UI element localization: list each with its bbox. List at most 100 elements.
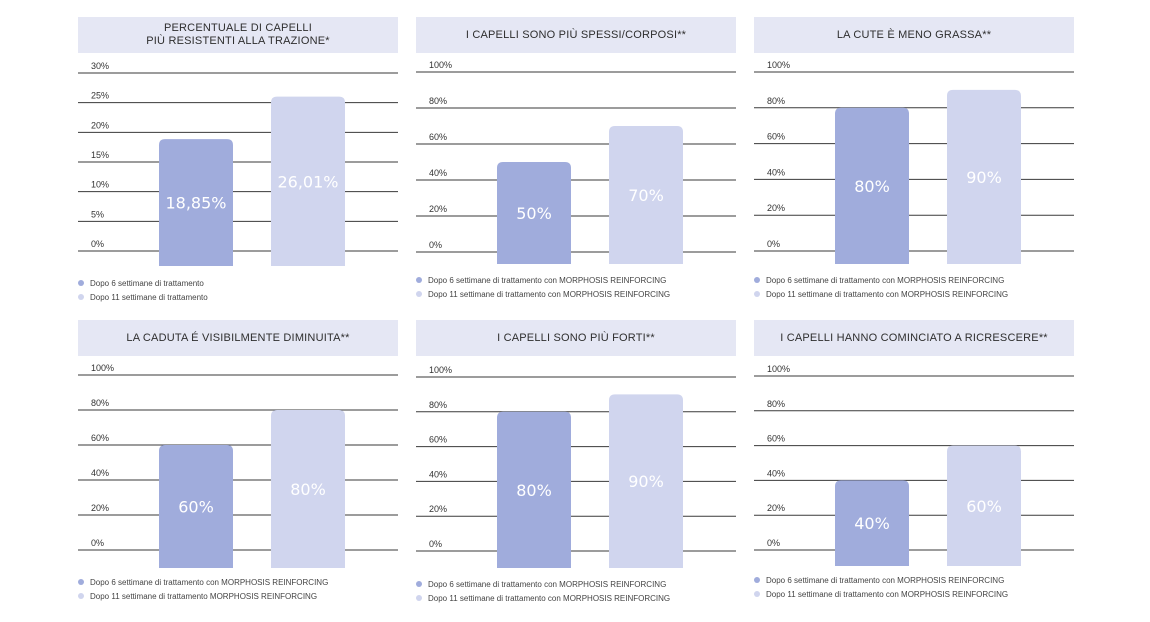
bar-chart: 0% 5% 10% 15% 20% 25% 30% 18,85% 26,01% [78,61,398,266]
y-tick-label: 100% [429,60,452,70]
legend-label: Dopo 11 settimane di trattamento con MOR… [428,593,671,603]
legend-label: Dopo 11 settimane di trattamento [90,292,208,302]
chart-header: I CAPELLI SONO PIÙ SPESSI/CORPOSI** [416,17,736,53]
legend-swatch [754,291,760,297]
y-tick-label: 40% [429,168,447,178]
bar [947,89,1021,265]
y-tick-label: 40% [91,468,109,478]
y-tick-label: 0% [429,240,442,250]
y-tick-label: 0% [767,239,780,249]
legend-label: Dopo 11 settimane di trattamento MORPHOS… [90,591,318,601]
y-tick-label: 20% [429,204,447,214]
bar-chart: 0% 20% 40% 60% 80% 100% 60% 80% [78,363,398,568]
y-tick-label: 20% [91,503,109,513]
chart-legend: Dopo 6 settimane di trattamento Dopo 11 … [78,276,208,304]
legend-label: Dopo 11 settimane di trattamento con MOR… [428,289,671,299]
y-tick-label: 60% [767,132,785,142]
legend-label: Dopo 11 settimane di trattamento con MOR… [766,289,1009,299]
legend-entry: Dopo 11 settimane di trattamento con MOR… [416,591,670,605]
legend-label: Dopo 6 settimane di trattamento con MORP… [766,275,1005,285]
data-label: 50% [516,204,552,223]
chart-panel: I CAPELLI HANNO COMINCIATO A RICRESCERE*… [754,320,1074,620]
legend-swatch [78,579,84,585]
chart-legend: Dopo 6 settimane di trattamento con MORP… [754,573,1008,601]
y-tick-label: 0% [91,239,104,249]
bar-chart: 0% 20% 40% 60% 80% 100% 40% 60% [754,364,1074,566]
bar [271,96,345,266]
y-tick-label: 100% [91,363,114,373]
legend-label: Dopo 6 settimane di trattamento con MORP… [428,579,667,589]
legend-label: Dopo 6 settimane di trattamento [90,278,204,288]
legend-label: Dopo 6 settimane di trattamento con MORP… [766,575,1005,585]
chart-panel: LA CUTE È MENO GRASSA** 0% 20% 40% 60% 80% 10… [754,17,1074,317]
data-label: 40% [854,514,890,533]
y-tick-label: 0% [91,538,104,548]
y-tick-label: 60% [429,435,447,445]
legend-entry: Dopo 11 settimane di trattamento MORPHOS… [78,589,328,603]
chart-legend: Dopo 6 settimane di trattamento con MORP… [416,273,670,301]
data-label: 80% [854,177,890,196]
y-tick-label: 80% [767,399,785,409]
chart-header: LA CUTE È MENO GRASSA** [754,17,1074,53]
legend-entry: Dopo 6 settimane di trattamento con MORP… [754,573,1008,587]
bar [609,394,683,568]
bar [609,126,683,264]
legend-entry: Dopo 6 settimane di trattamento con MORP… [754,273,1008,287]
y-tick-label: 25% [91,91,109,101]
bar [835,480,909,566]
chart-title: PERCENTUALE DI CAPELLI PIÙ RESISTENTI AL… [146,22,330,47]
chart-header: LA CADUTA É VISIBILMENTE DIMINUITA** [78,320,398,356]
chart-legend: Dopo 6 settimane di trattamento con MORP… [754,273,1008,301]
y-tick-label: 5% [91,209,104,219]
y-tick-label: 40% [767,167,785,177]
legend-entry: Dopo 11 settimane di trattamento [78,290,208,304]
y-tick-label: 100% [429,365,452,375]
chart-title: I CAPELLI HANNO COMINCIATO A RICRESCERE*… [780,331,1048,344]
y-tick-label: 60% [91,433,109,443]
y-tick-label: 80% [91,398,109,408]
data-label: 80% [290,480,326,499]
data-label: 26,01% [277,172,338,191]
legend-swatch [754,577,760,583]
chart-title: I CAPELLI SONO PIÙ SPESSI/CORPOSI** [465,28,687,41]
legend-swatch [78,593,84,599]
y-tick-label: 80% [429,400,447,410]
y-tick-label: 40% [767,468,785,478]
legend-swatch [416,595,422,601]
chart-header: I CAPELLI SONO PIÙ FORTI** [416,320,736,356]
chart-panel: PERCENTUALE DI CAPELLI PIÙ RESISTENTI AL… [78,17,398,317]
y-tick-label: 0% [767,538,780,548]
chart-title: LA CUTE È MENO GRASSA** [836,28,992,41]
y-tick-label: 20% [91,120,109,130]
legend-entry: Dopo 6 settimane di trattamento con MORP… [78,575,328,589]
legend-label: Dopo 6 settimane di trattamento con MORP… [90,577,329,587]
legend-entry: Dopo 11 settimane di trattamento con MOR… [754,287,1008,301]
y-tick-label: 10% [91,180,109,190]
chart-panel: I CAPELLI SONO PIÙ FORTI** 0% 20% 40% 60% 80… [416,320,736,620]
legend-entry: Dopo 11 settimane di trattamento con MOR… [416,287,670,301]
legend-swatch [416,581,422,587]
y-tick-label: 80% [429,96,447,106]
y-tick-label: 15% [91,150,109,160]
y-tick-label: 0% [429,539,442,549]
bar [947,445,1021,566]
bar-chart: 0% 20% 40% 60% 80% 100% 80% 90% [416,365,736,568]
legend-entry: Dopo 11 settimane di trattamento con MOR… [754,587,1008,601]
data-label: 70% [628,186,664,205]
data-label: 18,85% [165,194,226,213]
chart-legend: Dopo 6 settimane di trattamento con MORP… [78,575,328,603]
legend-swatch [754,277,760,283]
y-tick-label: 20% [767,503,785,513]
chart-panel: I CAPELLI SONO PIÙ SPESSI/CORPOSI** 0% 20… [416,17,736,317]
y-tick-label: 100% [767,364,790,374]
legend-entry: Dopo 6 settimane di trattamento [78,276,208,290]
bar-chart: 0% 20% 40% 60% 80% 100% 80% 90% [754,60,1074,265]
legend-swatch [78,294,84,300]
bar [497,411,571,568]
y-tick-label: 20% [429,504,447,514]
legend-swatch [416,277,422,283]
y-tick-label: 30% [91,61,109,71]
y-tick-label: 80% [767,96,785,106]
chart-header: I CAPELLI HANNO COMINCIATO A RICRESCERE*… [754,320,1074,356]
bar [497,162,571,264]
